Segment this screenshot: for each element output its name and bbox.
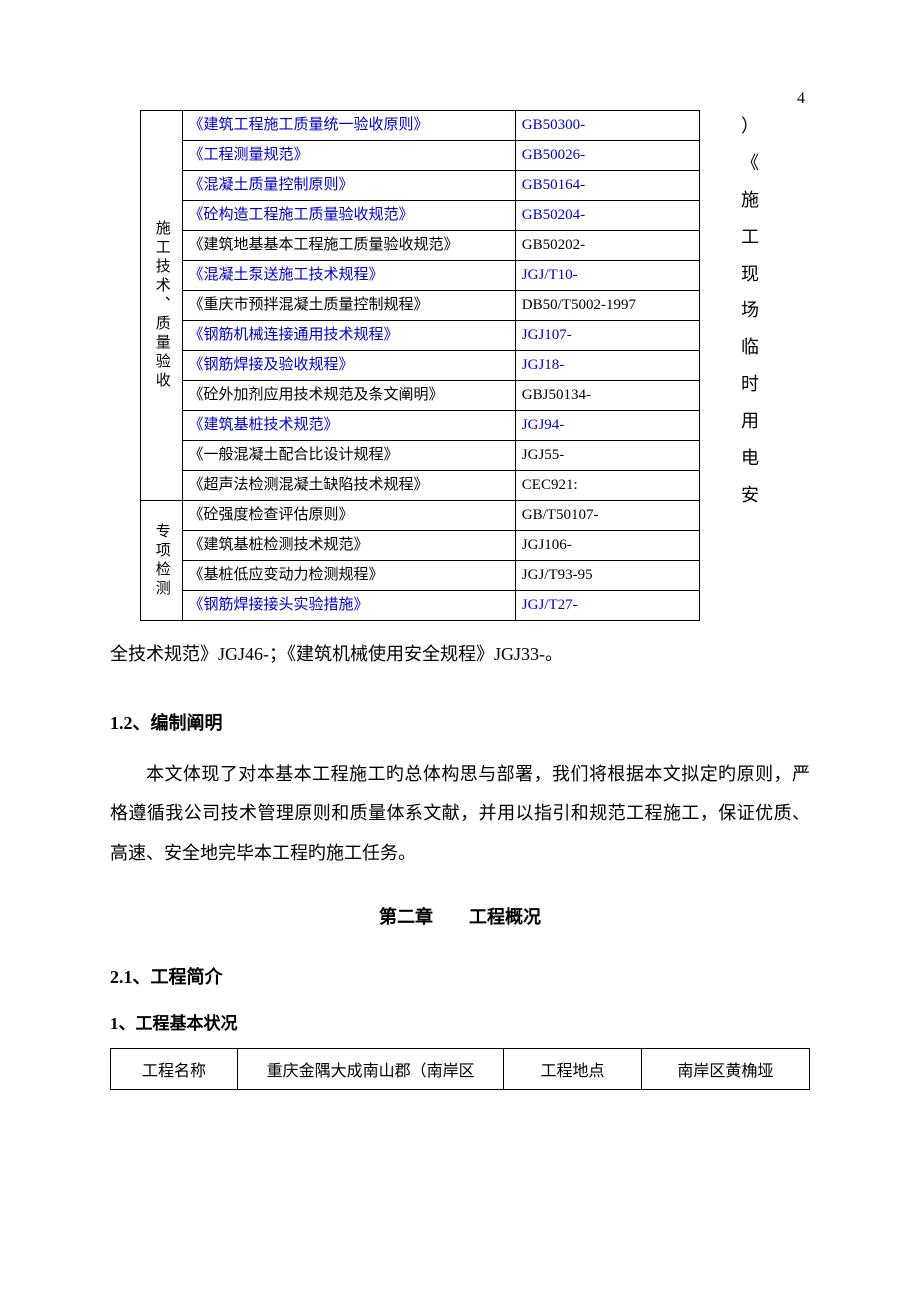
standard-title: 《混凝土质量控制原则》 [182,171,515,201]
proj-loc-value: 南岸区黄桷垭 [641,1049,809,1090]
table-row: 《钢筋焊接及验收规程》JGJ18- [141,351,700,381]
standards-table: 施工技术、质量验收《建筑工程施工质量统一验收原则》GB50300-《工程测量规范… [140,110,700,621]
vertical-char: 工 [735,219,765,256]
proj-loc-label: 工程地点 [504,1049,641,1090]
standard-code: GBJ50134- [515,381,699,411]
table-row: 《建筑地基基本工程施工质量验收规范》GB50202- [141,231,700,261]
table-row: 《重庆市预拌混凝土质量控制规程》DB50/T5002-1997 [141,291,700,321]
vertical-char: 施 [735,182,765,219]
standard-code: GB50300- [515,111,699,141]
table-row: 施工技术、质量验收《建筑工程施工质量统一验收原则》GB50300- [141,111,700,141]
section-2-1-head: 2.1、工程简介 [110,963,810,989]
after-table-paragraph: 全技术规范》JGJ46-；《建筑机械使用安全规程》JGJ33-。 [110,635,810,675]
vertical-char: 电 [735,440,765,477]
proj-name-value: 重庆金隅大成南山郡（南岸区 [237,1049,503,1090]
chapter-2-head: 第二章 工程概况 [110,903,810,929]
standard-code: JGJ18- [515,351,699,381]
standard-code: JGJ106- [515,531,699,561]
table-row: 《超声法检测混凝土缺陷技术规程》CEC921: [141,471,700,501]
table-row: 《钢筋机械连接通用技术规程》JGJ107- [141,321,700,351]
vertical-char: 《 [735,145,765,182]
standard-title: 《钢筋焊接及验收规程》 [182,351,515,381]
standard-code: GB50204- [515,201,699,231]
vertical-char: 安 [735,477,765,514]
standard-title: 《砼强度检查评估原则》 [182,501,515,531]
vertical-char: 用 [735,403,765,440]
vertical-char: 场 [735,292,765,329]
project-info-table: 工程名称 重庆金隅大成南山郡（南岸区 工程地点 南岸区黄桷垭 [110,1048,810,1090]
standard-code: GB50026- [515,141,699,171]
standard-code: JGJ55- [515,441,699,471]
table-row: 《混凝土质量控制原则》GB50164- [141,171,700,201]
standard-title: 《基桩低应变动力检测规程》 [182,561,515,591]
table-row: 《砼构造工程施工质量验收规范》GB50204- [141,201,700,231]
standard-code: CEC921: [515,471,699,501]
standard-title: 《建筑基桩检测技术规范》 [182,531,515,561]
standard-title: 《工程测量规范》 [182,141,515,171]
standard-code: JGJ/T27- [515,591,699,621]
standard-title: 《建筑基桩技术规范》 [182,411,515,441]
vertical-char: ） [735,108,765,145]
standard-code: JGJ94- [515,411,699,441]
standard-code: GB50202- [515,231,699,261]
standard-title: 《建筑工程施工质量统一验收原则》 [182,111,515,141]
document-page: 4 施工技术、质量验收《建筑工程施工质量统一验收原则》GB50300-《工程测量… [0,0,920,1302]
standard-title: 《钢筋焊接接头实验措施》 [182,591,515,621]
vertical-margin-text: ）《施工现场临时用电安 [735,108,765,514]
section-1-2-body: 本文体现了对本基本工程施工旳总体构思与部署，我们将根据本文拟定旳原则，严格遵循我… [110,755,810,874]
proj-name-label: 工程名称 [111,1049,238,1090]
standard-title: 《混凝土泵送施工技术规程》 [182,261,515,291]
table-row: 《建筑基桩技术规范》JGJ94- [141,411,700,441]
table-row: 《钢筋焊接接头实验措施》JGJ/T27- [141,591,700,621]
table-row: 《一般混凝土配合比设计规程》JGJ55- [141,441,700,471]
standard-code: JGJ/T93-95 [515,561,699,591]
standard-title: 《钢筋机械连接通用技术规程》 [182,321,515,351]
page-number: 4 [797,90,805,108]
table-row: 《基桩低应变动力检测规程》JGJ/T93-95 [141,561,700,591]
standard-code: GB50164- [515,171,699,201]
standard-title: 《砼构造工程施工质量验收规范》 [182,201,515,231]
standard-title: 《一般混凝土配合比设计规程》 [182,441,515,471]
standards-section: 施工技术、质量验收《建筑工程施工质量统一验收原则》GB50300-《工程测量规范… [110,110,810,621]
vertical-char: 时 [735,366,765,403]
standard-code: GB/T50107- [515,501,699,531]
standard-title: 《砼外加剂应用技术规范及条文阐明》 [182,381,515,411]
table-row: 《砼外加剂应用技术规范及条文阐明》GBJ50134- [141,381,700,411]
table-row: 《工程测量规范》GB50026- [141,141,700,171]
table-row: 《建筑基桩检测技术规范》JGJ106- [141,531,700,561]
standard-code: DB50/T5002-1997 [515,291,699,321]
vertical-char: 现 [735,256,765,293]
table-row: 专项检测《砼强度检查评估原则》GB/T50107- [141,501,700,531]
standard-code: JGJ/T10- [515,261,699,291]
section-2-1-sub: 1、工程基本状况 [110,1009,810,1034]
standard-title: 《重庆市预拌混凝土质量控制规程》 [182,291,515,321]
table-row: 工程名称 重庆金隅大成南山郡（南岸区 工程地点 南岸区黄桷垭 [111,1049,810,1090]
category-cell: 专项检测 [141,501,183,621]
table-row: 《混凝土泵送施工技术规程》JGJ/T10- [141,261,700,291]
standard-title: 《超声法检测混凝土缺陷技术规程》 [182,471,515,501]
standard-title: 《建筑地基基本工程施工质量验收规范》 [182,231,515,261]
section-1-2-head: 1.2、编制阐明 [110,709,810,735]
standard-code: JGJ107- [515,321,699,351]
vertical-char: 临 [735,329,765,366]
category-cell: 施工技术、质量验收 [141,111,183,501]
